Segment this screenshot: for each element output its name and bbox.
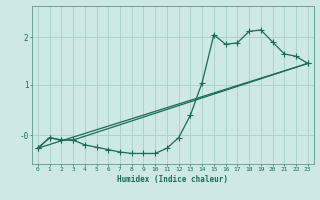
X-axis label: Humidex (Indice chaleur): Humidex (Indice chaleur) [117,175,228,184]
